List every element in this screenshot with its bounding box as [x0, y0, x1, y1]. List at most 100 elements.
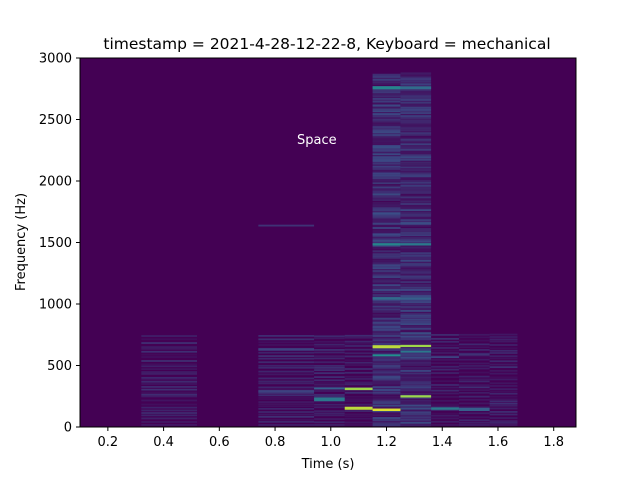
heatmap-cell [400, 243, 432, 246]
heatmap-cell [258, 357, 315, 360]
heatmap-cell [372, 83, 401, 86]
heatmap-cell [400, 163, 432, 166]
heatmap-cell [314, 345, 345, 348]
heatmap-cell [372, 244, 401, 248]
heatmap-cell [400, 353, 432, 357]
heatmap-cell [372, 129, 401, 132]
heatmap-cell [372, 338, 401, 341]
heatmap-cell [372, 189, 401, 192]
heatmap-cell [400, 380, 432, 384]
heatmap-cell [400, 211, 432, 214]
heatmap-cell [372, 383, 401, 386]
heatmap-cell [258, 415, 315, 418]
heatmap-cell [372, 294, 401, 297]
annotations: Space [297, 133, 337, 148]
heatmap-cell [400, 200, 432, 203]
heatmap-cell [489, 407, 518, 410]
heatmap-cell [372, 340, 401, 343]
heatmap-cell [372, 149, 401, 152]
heatmap-cell [314, 382, 345, 384]
heatmap-cell [372, 197, 401, 200]
heatmap-cell [458, 353, 490, 356]
heatmap-cell [372, 330, 401, 333]
heatmap-cell [372, 265, 401, 268]
heatmap-cell [372, 424, 401, 427]
heatmap-cell [431, 392, 459, 395]
heatmap-cell [344, 406, 373, 410]
x-tick-label: 0.4 [153, 435, 174, 450]
heatmap-cell [489, 372, 518, 375]
heatmap-cell [400, 89, 432, 92]
heatmap-cell [372, 172, 401, 175]
heatmap-cell [400, 356, 432, 359]
heatmap-cell [489, 340, 518, 343]
heatmap-cell [400, 136, 432, 139]
heatmap-cell [431, 407, 459, 410]
heatmap-cell [344, 336, 373, 339]
heatmap-cell [314, 424, 345, 426]
heatmap-cell [141, 342, 198, 344]
y-tick-label: 1000 [39, 298, 72, 313]
heatmap-cell [314, 418, 345, 420]
heatmap-cell [458, 421, 490, 424]
heatmap-cell [400, 208, 432, 212]
heatmap-cell [400, 72, 432, 75]
heatmap-cell [372, 184, 401, 187]
heatmap-cell [372, 366, 401, 369]
heatmap-cell [431, 405, 459, 408]
heatmap-cell [431, 365, 459, 368]
heatmap-cell [372, 229, 401, 232]
heatmap-cell [372, 278, 401, 281]
heatmap-cell [400, 121, 432, 124]
heatmap-cell [400, 213, 432, 216]
heatmap-cell [344, 400, 373, 402]
heatmap-cell [372, 162, 401, 165]
heatmap-cell [372, 213, 401, 216]
heatmap-cell [400, 126, 432, 129]
heatmap-cell [258, 405, 315, 408]
heatmap-cell [314, 376, 345, 379]
heatmap-cell [400, 222, 432, 226]
heatmap-cell [141, 371, 198, 373]
heatmap-cell [372, 113, 401, 116]
heatmap-cell [400, 265, 432, 268]
y-tick-label: 500 [47, 359, 72, 374]
heatmap-cell [489, 344, 518, 346]
heatmap-cell [431, 396, 459, 398]
heatmap-cell [372, 288, 401, 292]
heatmap-cell [400, 205, 432, 208]
heatmap-cell [372, 262, 401, 265]
heatmap-cell [400, 217, 432, 220]
heatmap-cell [372, 86, 401, 90]
heatmap-cell [314, 403, 345, 406]
heatmap-cell [314, 335, 345, 338]
heatmap-cell [400, 404, 432, 407]
heatmap-cell [372, 75, 401, 78]
heatmap-cell [258, 348, 315, 351]
heatmap-cell [314, 357, 345, 360]
heatmap-cell [400, 316, 432, 319]
heatmap-cell [400, 379, 432, 382]
heatmap-cell [314, 393, 345, 396]
heatmap-cell [344, 398, 373, 401]
heatmap-cell [400, 339, 432, 342]
heatmap-cell [400, 128, 432, 131]
heatmap-cell [141, 399, 198, 402]
x-tick-label: 0.6 [209, 435, 230, 450]
heatmap-cell [489, 420, 518, 423]
heatmap-cell [372, 351, 401, 354]
heatmap-cell [314, 412, 345, 415]
heatmap-cell [489, 421, 518, 424]
heatmap-cell [431, 389, 459, 392]
heatmap-cell [400, 301, 432, 304]
heatmap-cell [314, 406, 345, 409]
heatmap-cell [344, 383, 373, 386]
heatmap-cell [400, 297, 432, 300]
heatmap-cell [372, 210, 401, 213]
heatmap-cell [314, 379, 345, 382]
heatmap-cell [258, 386, 315, 389]
heatmap-cell [372, 220, 401, 223]
heatmap-cell [314, 366, 345, 369]
heatmap-cell [400, 138, 432, 141]
heatmap-cell [400, 309, 432, 312]
